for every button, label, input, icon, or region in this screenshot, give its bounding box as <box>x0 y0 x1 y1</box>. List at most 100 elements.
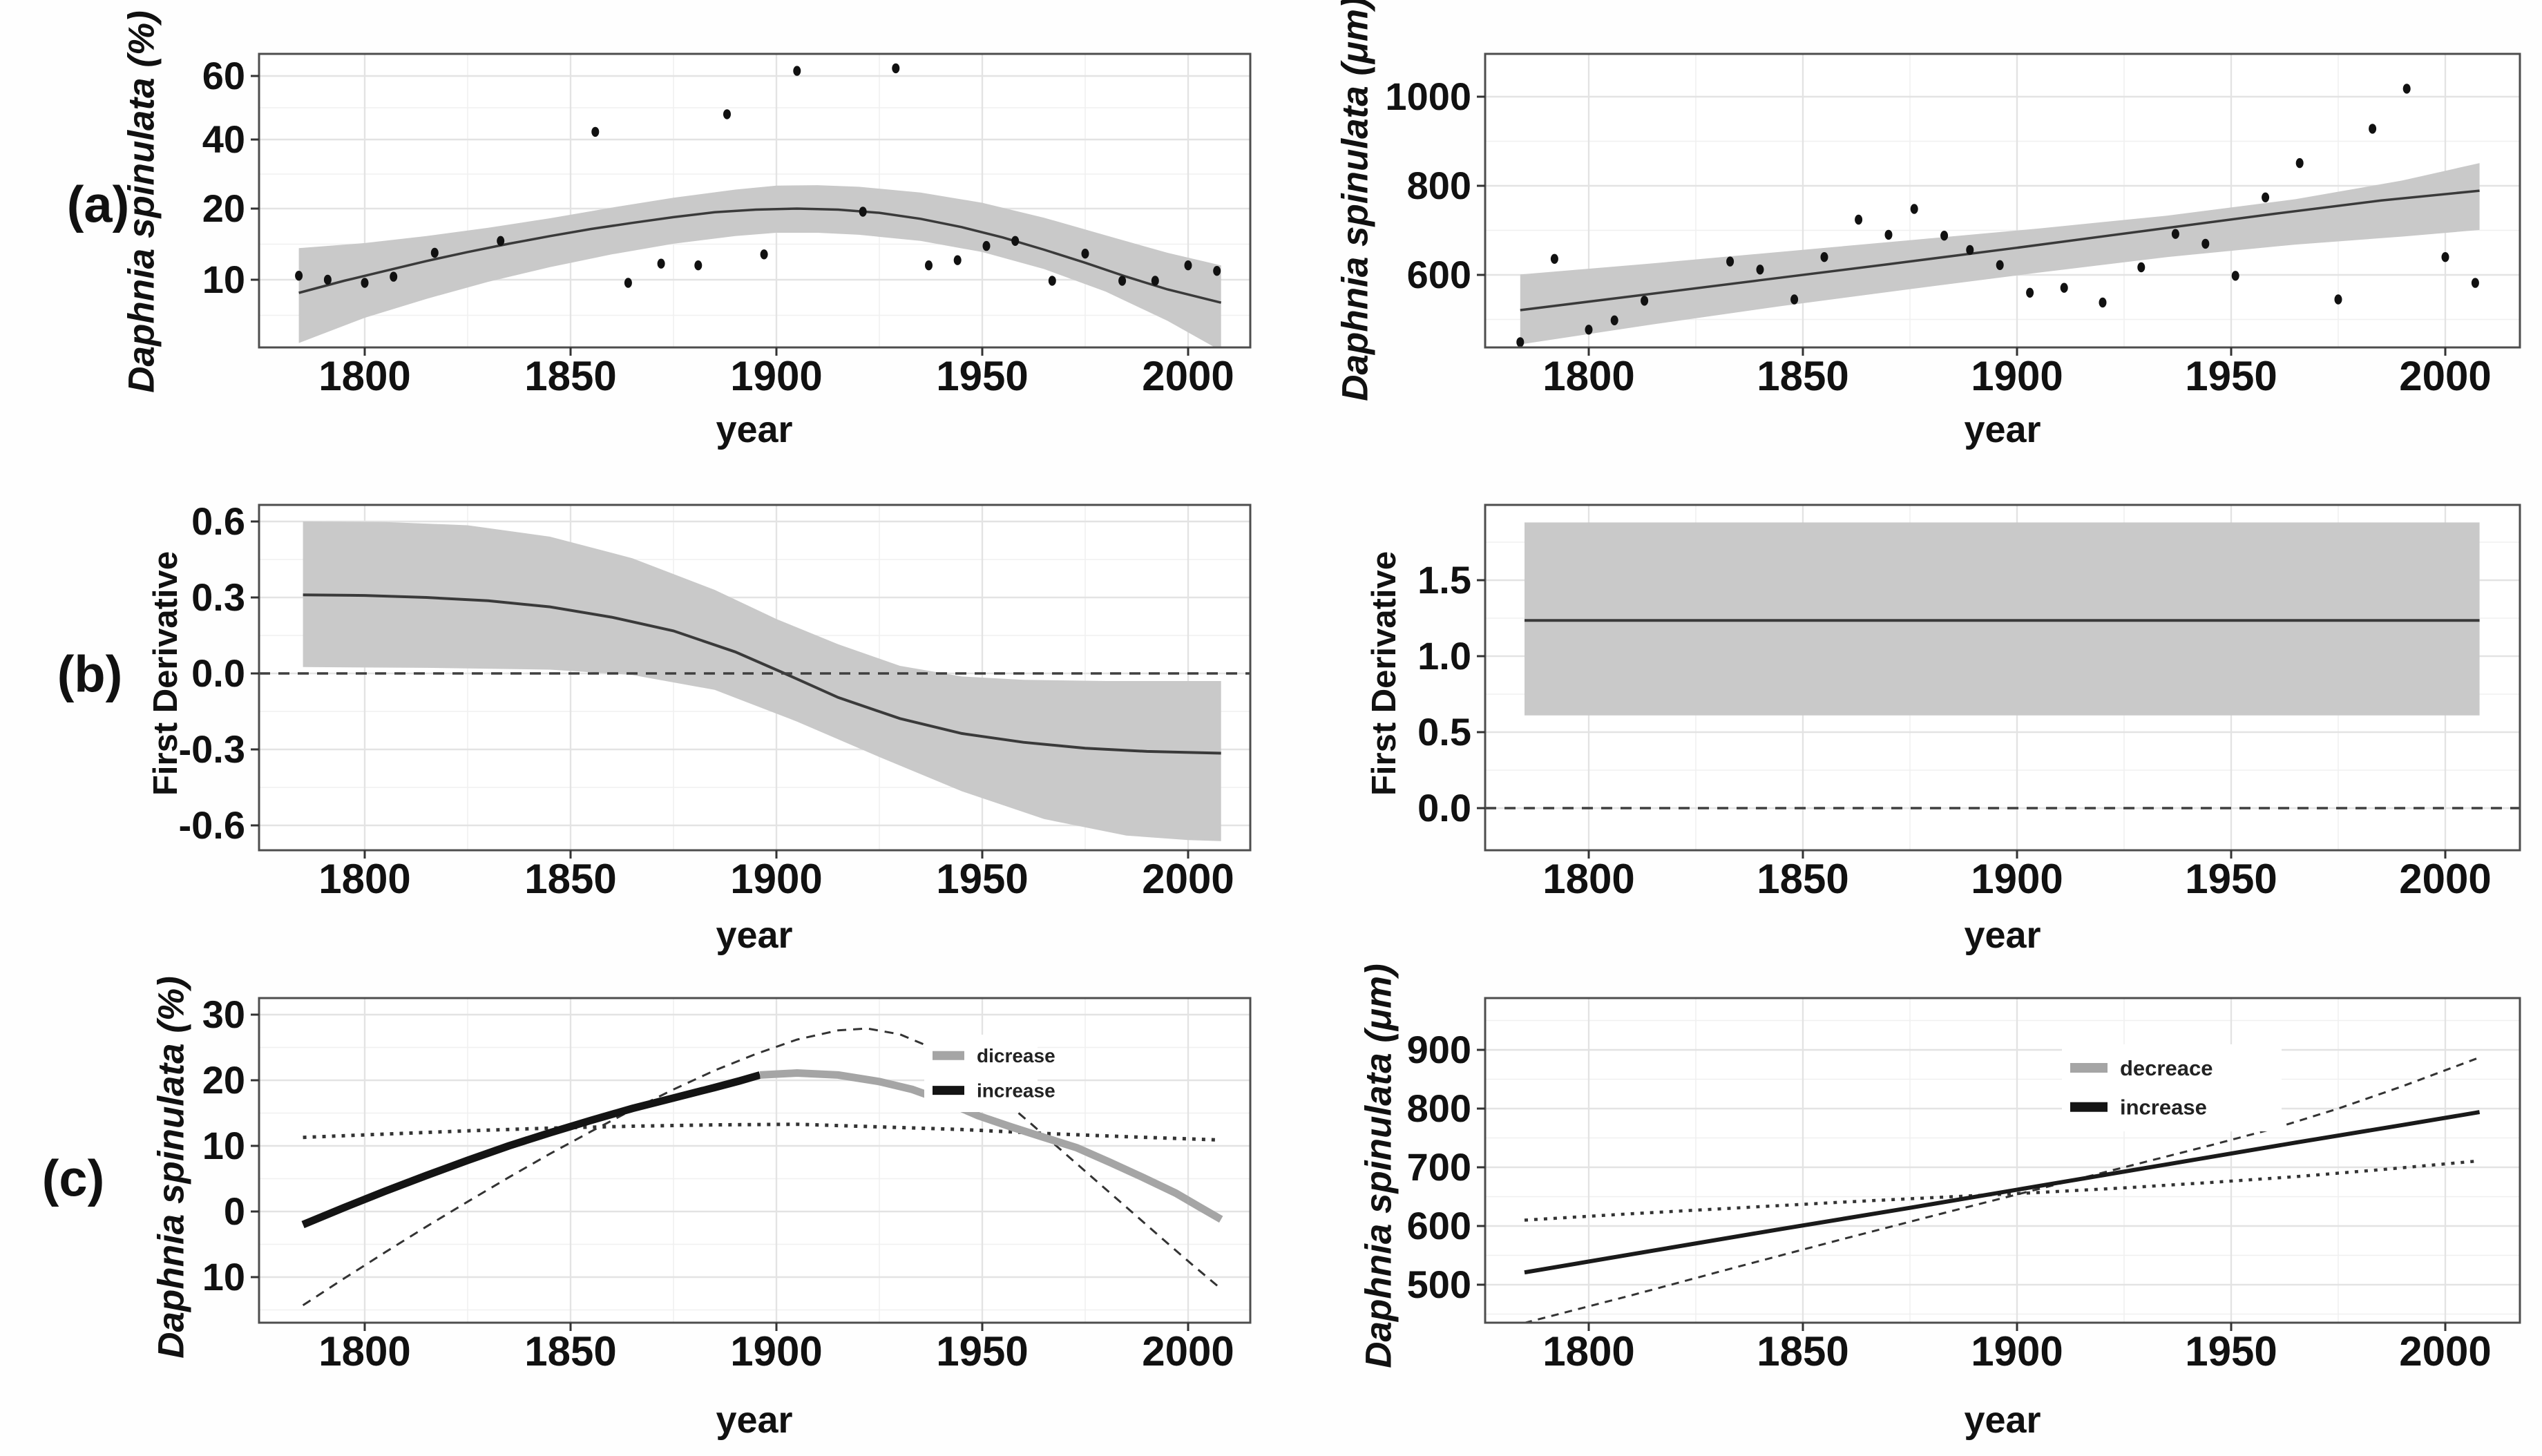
svg-text:1900: 1900 <box>730 353 822 399</box>
panel-label-c: (c) <box>41 1149 105 1207</box>
svg-text:0: 0 <box>224 1189 245 1233</box>
svg-text:2000: 2000 <box>2399 856 2491 902</box>
svg-text:600: 600 <box>1407 253 1471 296</box>
axis-ticks: 1.5 1.0 0.5 0.0 1800 1850 1900 1950 2000 <box>1417 558 2492 902</box>
panel-label-b: (b) <box>57 645 123 703</box>
svg-text:increase: increase <box>2120 1095 2207 1120</box>
panel-b-left: 0.6 0.3 0.0 -0.3 -0.6 1800 1850 1900 1950 2000 <box>179 499 1252 902</box>
gridlines <box>1485 998 2520 1323</box>
panel-label-a: (a) <box>66 175 130 233</box>
confidence-band <box>298 185 1221 347</box>
svg-text:2000: 2000 <box>2399 1328 2491 1374</box>
svg-text:1800: 1800 <box>318 353 410 399</box>
panel-border <box>258 52 1252 349</box>
svg-text:60: 60 <box>202 54 245 97</box>
data-points <box>295 63 1221 288</box>
svg-text:800: 800 <box>1407 1086 1471 1130</box>
legend-item-decreace: decreace <box>2070 1056 2213 1080</box>
svg-text:1850: 1850 <box>524 353 616 399</box>
svg-text:10: 10 <box>202 1124 245 1167</box>
svg-text:1850: 1850 <box>1757 856 1848 902</box>
svg-text:700: 700 <box>1407 1145 1471 1189</box>
confidence-band <box>1520 163 2480 345</box>
plot-background <box>1485 998 2520 1323</box>
svg-text:1850: 1850 <box>1757 353 1848 399</box>
plot-content <box>295 63 1222 347</box>
svg-text:20: 20 <box>202 1058 245 1102</box>
svg-text:30: 30 <box>202 993 245 1036</box>
plot-content <box>1524 1056 2481 1322</box>
confidence-band <box>303 521 1221 841</box>
svg-text:1800: 1800 <box>1542 353 1634 399</box>
svg-text:1850: 1850 <box>524 1328 616 1374</box>
svg-text:1800: 1800 <box>1542 1328 1634 1374</box>
svg-text:2000: 2000 <box>1142 353 1234 399</box>
confidence-band <box>1525 522 2480 716</box>
legend-swatch-icon <box>2070 1102 2108 1112</box>
axis-ticks: 1000 800 600 1800 1850 1900 1950 2000 <box>1385 75 2491 399</box>
svg-text:1950: 1950 <box>936 856 1028 902</box>
svg-text:0.5: 0.5 <box>1417 710 1471 754</box>
plot-content <box>301 1027 1223 1307</box>
svg-text:1900: 1900 <box>730 1328 822 1374</box>
svg-text:1800: 1800 <box>318 856 410 902</box>
svg-text:500: 500 <box>1407 1263 1471 1306</box>
legend-item-increase: increase <box>933 1080 1055 1101</box>
legend-swatch-icon <box>933 1051 964 1060</box>
svg-text:-0.6: -0.6 <box>179 803 246 847</box>
legend-swatch-icon <box>933 1086 964 1095</box>
svg-text:1950: 1950 <box>2185 856 2277 902</box>
panel-c-right: 900 800 700 600 500 1800 1850 1900 1950 2000 decre… <box>1407 997 2521 1374</box>
svg-text:1800: 1800 <box>318 1328 410 1374</box>
x-axis-label-a-right: year <box>1964 409 2041 450</box>
svg-text:1950: 1950 <box>936 353 1028 399</box>
svg-text:10: 10 <box>202 258 245 301</box>
plot-content <box>303 521 1221 841</box>
svg-text:20: 20 <box>202 186 245 230</box>
svg-text:2000: 2000 <box>1142 856 1234 902</box>
svg-text:0.0: 0.0 <box>1417 786 1471 830</box>
gridlines <box>259 998 1250 1323</box>
svg-text:1950: 1950 <box>2185 353 2277 399</box>
svg-text:1000: 1000 <box>1385 75 1471 118</box>
panel-c-left: 30 20 10 0 10 1800 1850 1900 1950 2000 dicrease inc… <box>202 993 1252 1374</box>
svg-text:1.0: 1.0 <box>1417 634 1471 678</box>
svg-text:0.6: 0.6 <box>191 499 245 543</box>
ci-flat-dotted <box>303 1122 1221 1142</box>
x-axis-label-b-right: year <box>1964 914 2041 956</box>
x-axis-label-a-left: year <box>716 409 793 450</box>
legend-item-increase: increase <box>2070 1095 2207 1120</box>
panel-a-left: 60 40 20 10 1800 1850 1900 1950 2000 <box>202 52 1252 399</box>
svg-text:1850: 1850 <box>1757 1328 1848 1374</box>
panel-a-right: 1000 800 600 1800 1850 1900 1950 2000 <box>1385 52 2521 399</box>
legend: decreace increase <box>2062 1044 2282 1131</box>
fit-line <box>303 593 1221 755</box>
svg-text:dicrease: dicrease <box>977 1045 1055 1066</box>
svg-text:600: 600 <box>1407 1204 1471 1247</box>
fit-line <box>1520 189 2480 312</box>
svg-text:1900: 1900 <box>730 856 822 902</box>
plot-content <box>1516 84 2480 347</box>
axis-ticks: 30 20 10 0 10 1800 1850 1900 1950 2000 <box>202 993 1234 1374</box>
panel-border <box>1484 997 2521 1324</box>
legend-item-dicrease: dicrease <box>933 1045 1055 1066</box>
axis-ticks: 60 40 20 10 1800 1850 1900 1950 2000 <box>202 54 1234 399</box>
svg-text:increase: increase <box>977 1080 1055 1101</box>
svg-text:40: 40 <box>202 117 245 161</box>
fit-line <box>298 207 1222 304</box>
svg-text:1900: 1900 <box>1971 353 2063 399</box>
ci-steep-dashed <box>302 1027 1222 1307</box>
axis-ticks: 0.6 0.3 0.0 -0.3 -0.6 1800 1850 1900 1950 2000 <box>179 499 1234 902</box>
trend-decrease <box>759 1069 1223 1223</box>
panel-border <box>1484 52 2521 349</box>
panel-border <box>258 504 1252 852</box>
svg-text:0.0: 0.0 <box>191 651 245 695</box>
svg-text:1850: 1850 <box>524 856 616 902</box>
svg-text:1950: 1950 <box>936 1328 1028 1374</box>
panel-border <box>1484 504 2521 852</box>
svg-text:1900: 1900 <box>1971 1328 2063 1374</box>
x-axis-label-b-left: year <box>716 914 793 956</box>
svg-text:2000: 2000 <box>1142 1328 1234 1374</box>
svg-text:1950: 1950 <box>2185 1328 2277 1374</box>
